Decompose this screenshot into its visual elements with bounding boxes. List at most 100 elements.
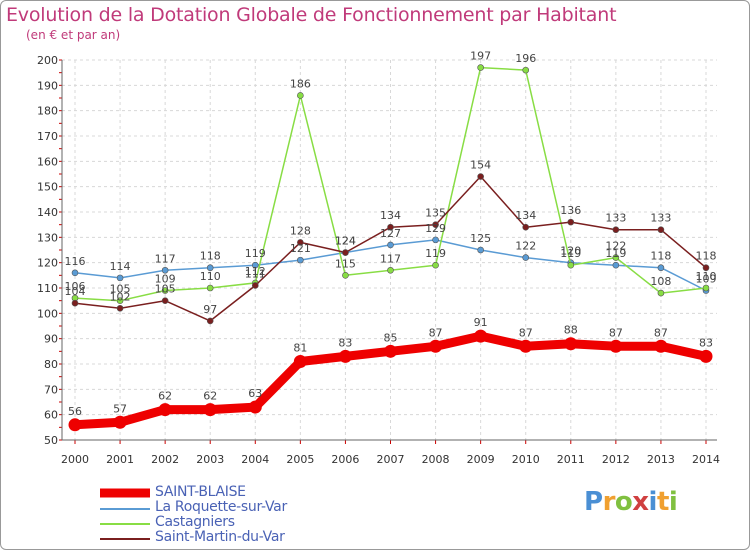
data-label: 118: [696, 250, 717, 263]
data-label: 63: [248, 387, 262, 400]
data-point: [297, 239, 304, 246]
x-tick-label: 2002: [151, 453, 179, 466]
data-label: 62: [158, 390, 172, 403]
logo-letter: i: [668, 487, 678, 517]
data-point: [71, 299, 79, 307]
data-point: [206, 284, 214, 292]
data-label: 112: [245, 265, 266, 278]
data-point: [116, 297, 124, 304]
data-label: 87: [519, 326, 533, 339]
data-point: [522, 223, 530, 231]
data-label: 127: [380, 227, 401, 240]
data-point: [297, 92, 304, 99]
x-tick-label: 2008: [422, 453, 450, 466]
data-point: [432, 236, 439, 244]
data-label: 117: [155, 252, 176, 265]
data-point: [68, 418, 82, 432]
legend-item: SAINT-BLAISE: [100, 485, 360, 500]
data-label: 119: [560, 247, 581, 260]
data-point: [387, 223, 394, 231]
data-point: [609, 339, 623, 353]
legend-swatch-la-roquette: [100, 508, 150, 510]
data-label: 125: [470, 232, 491, 245]
data-label: 87: [429, 326, 443, 339]
y-tick-label: 90: [44, 333, 58, 346]
data-label: 186: [290, 77, 311, 90]
y-tick-label: 190: [37, 79, 58, 92]
data-label: 133: [605, 212, 626, 225]
data-point: [297, 256, 304, 264]
data-point: [612, 261, 620, 269]
data-label: 83: [338, 336, 352, 349]
data-point: [158, 403, 172, 417]
data-label: 115: [335, 257, 356, 270]
x-tick-label: 2006: [331, 453, 359, 466]
legend-label: Saint-Martin-du-Var: [155, 529, 285, 545]
x-tick-label: 2011: [557, 453, 585, 466]
data-label: 134: [515, 209, 536, 222]
x-tick-label: 2007: [377, 453, 405, 466]
data-label: 105: [110, 283, 131, 296]
y-tick-label: 60: [44, 409, 58, 422]
data-point: [702, 284, 710, 292]
data-label: 91: [474, 316, 488, 329]
x-tick-label: 2009: [467, 453, 495, 466]
data-label: 110: [200, 270, 221, 283]
y-tick-label: 100: [37, 307, 58, 320]
x-tick-label: 2004: [241, 453, 269, 466]
data-label: 104: [65, 285, 86, 298]
legend-item: Saint-Martin-du-Var: [100, 530, 360, 545]
data-label: 119: [605, 247, 626, 260]
data-label: 135: [425, 207, 446, 220]
data-point: [612, 254, 620, 261]
data-label: 110: [696, 270, 717, 283]
data-point: [699, 349, 713, 363]
legend-swatch-castagniers: [100, 523, 150, 525]
data-point: [206, 264, 214, 272]
data-label: 56: [68, 405, 82, 418]
data-label: 62: [203, 390, 217, 403]
data-point: [116, 274, 124, 282]
data-label: 117: [380, 252, 401, 265]
data-point: [519, 339, 533, 353]
data-point: [522, 254, 530, 261]
data-label: 121: [290, 242, 311, 255]
y-tick-label: 200: [37, 54, 58, 67]
data-label: 83: [699, 336, 713, 349]
x-tick-label: 2012: [602, 453, 630, 466]
y-tick-label: 170: [37, 130, 58, 143]
data-label: 109: [155, 273, 176, 286]
data-point: [654, 339, 668, 353]
legend-item: La Roquette-sur-Var: [100, 500, 360, 515]
data-point: [161, 287, 169, 294]
data-point: [522, 66, 530, 74]
data-label: 87: [609, 326, 623, 339]
data-point: [251, 261, 259, 269]
data-label: 118: [650, 250, 671, 263]
data-label: 154: [470, 159, 491, 172]
data-label: 124: [335, 235, 356, 248]
data-label: 116: [65, 255, 86, 268]
x-tick-label: 2000: [61, 453, 89, 466]
y-tick-label: 140: [37, 206, 58, 219]
legend-swatch-saint-martin: [100, 538, 150, 540]
logo-letter: r: [602, 487, 616, 517]
data-label: 122: [605, 240, 626, 253]
data-point: [71, 269, 79, 277]
data-point: [293, 354, 307, 368]
data-label: 120: [560, 245, 581, 258]
data-point: [477, 246, 484, 254]
data-label: 119: [425, 247, 446, 260]
data-point: [387, 241, 394, 249]
y-tick-label: 80: [44, 358, 58, 371]
data-label: 128: [290, 224, 311, 237]
logo-letter: i: [648, 487, 658, 517]
data-point: [702, 264, 710, 272]
data-label: 118: [200, 250, 221, 263]
data-point: [342, 272, 349, 279]
data-label: 102: [110, 290, 131, 303]
data-point: [657, 264, 665, 272]
data-point: [113, 415, 127, 429]
data-point: [203, 403, 217, 417]
